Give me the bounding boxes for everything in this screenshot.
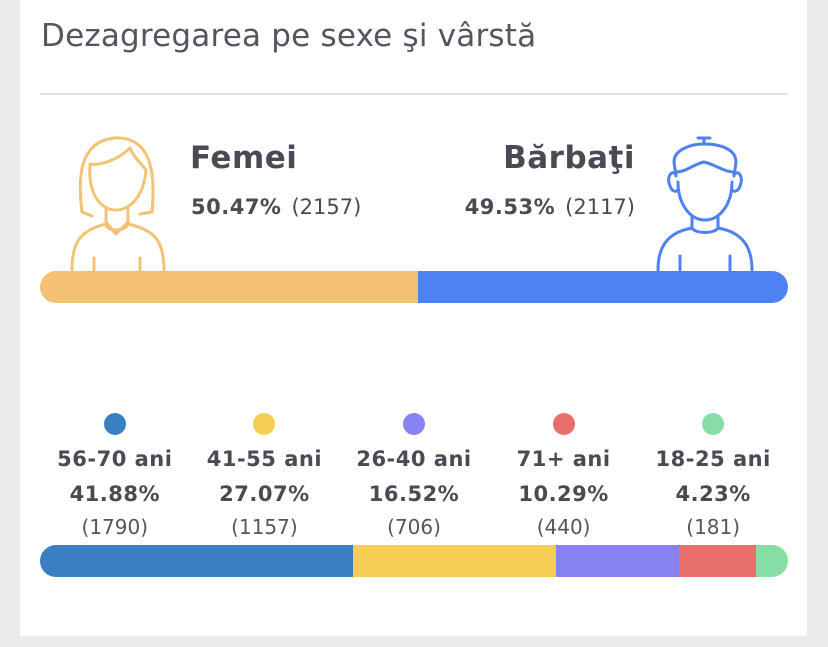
male-percent: 49.53% [464,195,556,219]
age-label: 56-70 ani [57,447,173,471]
legend-dot [552,413,575,435]
age-bar-segment [40,545,354,577]
divider [40,93,788,95]
age-count: (1790) [81,515,149,539]
age-label: 41-55 ani [206,447,323,471]
legend-item: 56-70 ani 41.88% (1790) [40,410,190,542]
legend-item: 41-55 ani 27.07% (1157) [190,410,340,542]
age-percent: 10.29% [518,482,609,506]
female-stat: 50.47% (2157) [191,195,361,219]
age-label: 71+ ani [516,447,611,471]
age-label: 18-25 ani [655,447,771,471]
legend-dot [103,413,126,435]
legend-item: 71+ ani 10.29% (440) [489,410,639,542]
legend-item: 18-25 ani 4.23% (181) [638,410,788,542]
age-bar [40,545,788,577]
age-count: (1157) [231,515,298,539]
female-percent: 50.47% [191,195,282,219]
legend-item: 26-40 ani 16.52% (706) [339,410,489,542]
legend-dot [402,413,425,435]
age-count: (181) [686,515,741,539]
age-percent: 27.07% [219,482,310,506]
age-percent: 41.88% [69,482,161,506]
legend-dot [253,413,276,435]
age-percent: 4.23% [675,482,751,506]
female-label: Femei [190,140,298,176]
age-bar-segment [353,545,556,577]
female-bar-segment [40,271,418,303]
age-percent: 16.52% [368,482,460,506]
woman-icon [70,136,166,272]
age-bar-segment [679,545,757,577]
age-legend: 56-70 ani 41.88% (1790) 41-55 ani 27.07% (115… [40,410,788,542]
male-bar-segment [417,271,788,303]
age-count: (440) [536,515,591,539]
age-bar-segment [756,545,788,577]
male-count: (2117) [565,195,635,219]
man-icon [656,136,754,272]
age-count: (706) [387,515,441,539]
age-bar-segment [555,545,680,577]
legend-dot [702,413,725,435]
male-label: Bărbaţi [503,140,635,176]
female-count: (2157) [291,195,362,219]
male-stat: 49.53% (2117) [465,195,635,219]
card-title: Dezagregarea pe sexe şi vârstă [41,18,537,54]
gender-bar [40,271,788,303]
demographics-card: Dezagregarea pe sexe şi vârstă [20,0,807,636]
age-label: 26-40 ani [356,447,472,471]
